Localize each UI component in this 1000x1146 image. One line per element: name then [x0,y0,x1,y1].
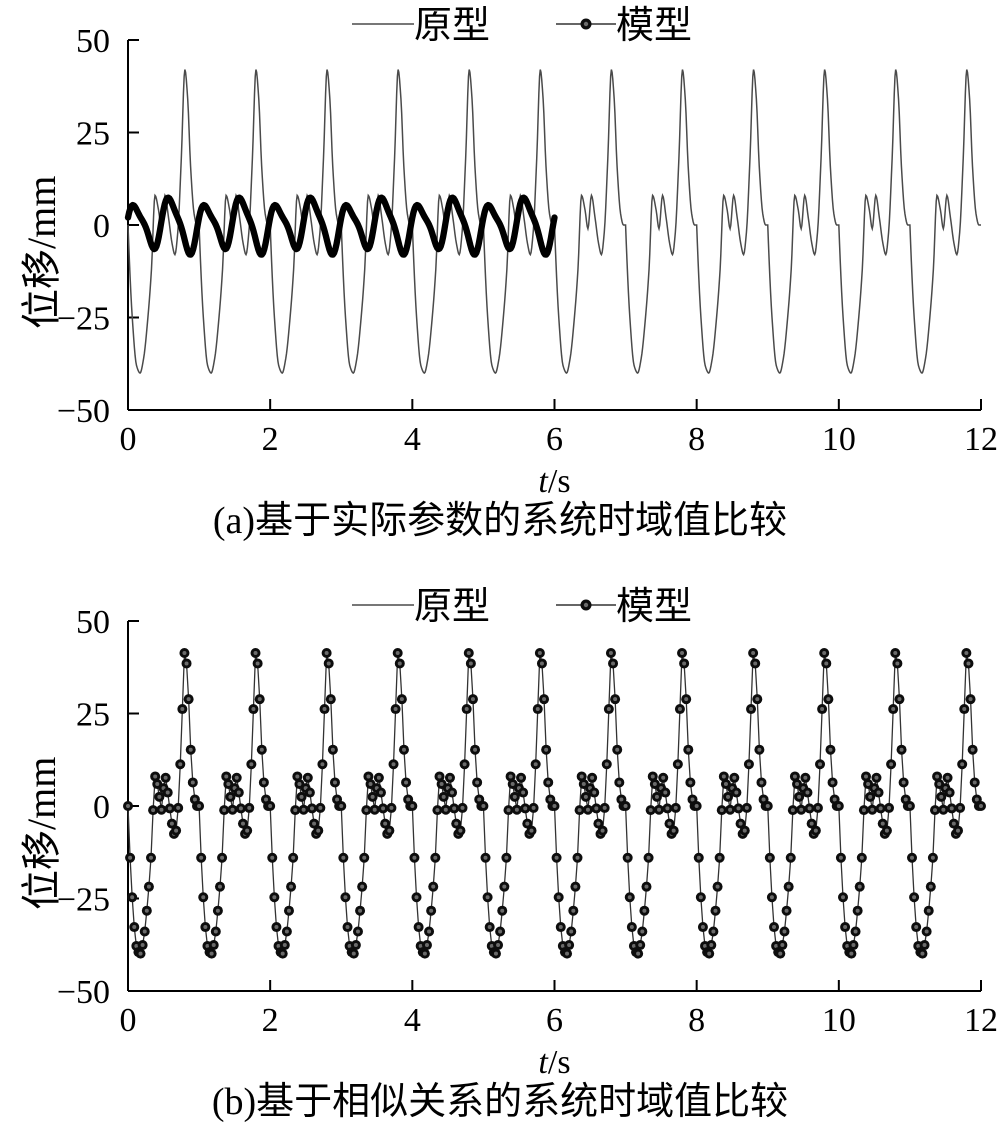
svg-text:10: 10 [822,1002,856,1039]
svg-text:4: 4 [404,421,421,458]
svg-text:10: 10 [822,421,856,458]
svg-text:6: 6 [546,421,563,458]
svg-text:50: 50 [76,604,110,641]
svg-text:−50: −50 [57,393,110,430]
svg-text:4: 4 [404,1002,421,1039]
svg-text:50: 50 [76,23,110,60]
svg-text:8: 8 [688,1002,705,1039]
svg-text:−50: −50 [57,974,110,1011]
svg-text:6: 6 [546,1002,563,1039]
svg-text:2: 2 [262,421,279,458]
svg-text:0: 0 [120,421,137,458]
svg-text:原型: 原型 [414,5,490,47]
svg-text:模型: 模型 [616,586,692,628]
svg-text:25: 25 [76,697,110,734]
svg-text:12: 12 [964,421,998,458]
svg-text:模型: 模型 [616,5,692,47]
svg-text:0: 0 [120,1002,137,1039]
svg-text:0: 0 [93,208,110,245]
svg-text:原型: 原型 [414,586,490,628]
svg-text:2: 2 [262,1002,279,1039]
svg-text:8: 8 [688,421,705,458]
svg-text:0: 0 [93,789,110,826]
svg-text:25: 25 [76,116,110,153]
svg-text:12: 12 [964,1002,998,1039]
